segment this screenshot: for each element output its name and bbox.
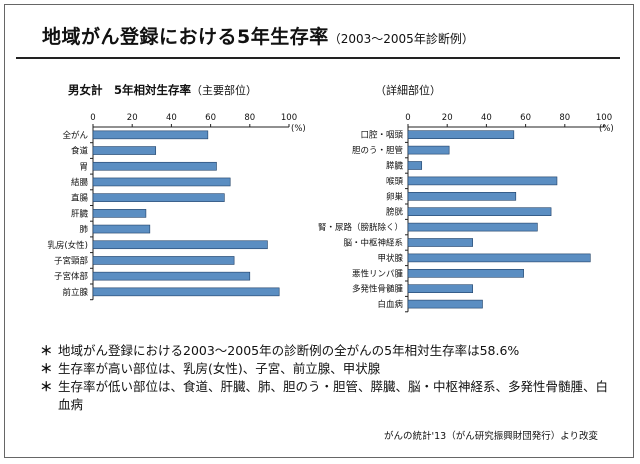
right-tick-label: 0	[405, 113, 410, 123]
right-tick-label: 20	[442, 113, 453, 123]
left-category-label: 結腸	[71, 177, 89, 188]
left-bar	[92, 256, 235, 265]
page-title: 地域がん登録における5年生存率（2003～2005年診断例）	[42, 22, 474, 49]
left-category-label: 肝臓	[71, 208, 89, 219]
right-tick-label: 40	[481, 113, 492, 123]
note-item: ＊ 生存率が低い部位は、食道、肝臓、肺、胆のう・胆管、膵臓、脳・中枢神経系、多発…	[40, 378, 620, 414]
right-tick-label: 60	[520, 113, 531, 123]
right-category-label: 喉頭	[386, 176, 404, 187]
note-item: ＊ 生存率が高い部位は、乳房(女性)、子宮、前立腺、甲状腺	[40, 360, 620, 378]
left-category-label: 前立腺	[62, 287, 88, 298]
left-chart-title-main: 男女計 5年相対生存率	[68, 83, 192, 97]
right-bar	[407, 161, 423, 170]
left-category-label: 乳房(女性)	[47, 240, 88, 251]
left-bar	[92, 271, 251, 281]
note-text: 生存率が低い部位は、食道、肝臓、肺、胆のう・胆管、膵臓、脳・中枢神経系、多発性骨…	[58, 379, 609, 412]
right-category-label: 腎・尿路（膀胱除く）	[318, 222, 403, 233]
left-unit-label: (%)	[291, 124, 306, 134]
slide-frame	[4, 4, 634, 458]
right-category-label: 胆のう・胆管	[352, 145, 403, 156]
page-title-sub: （2003～2005年診断例）	[328, 32, 474, 46]
page-title-main: 地域がん登録における5年生存率	[42, 26, 329, 48]
note-bullet: ＊	[40, 361, 53, 376]
right-unit-label: (%)	[599, 124, 614, 134]
right-bar	[407, 299, 483, 309]
left-bar	[92, 146, 157, 155]
left-bar	[92, 287, 280, 297]
left-bar	[92, 209, 147, 218]
right-bar	[407, 207, 552, 216]
right-category-label: 脳・中枢神経系	[343, 238, 403, 249]
left-chart-title-paren: （主要部位）	[191, 84, 258, 97]
right-bar	[407, 268, 524, 278]
left-tick-label: 100	[281, 113, 297, 123]
left-bar	[92, 193, 225, 202]
right-bar	[407, 176, 558, 186]
notes: ＊ 地域がん登録における2003～2005年の診断例の全がんの5年相対生存率は5…	[40, 342, 620, 414]
left-bar	[92, 161, 217, 171]
right-category-label: 口腔・咽頭	[360, 130, 403, 141]
left-category-label: 肺	[79, 225, 88, 235]
left-bar	[92, 224, 151, 234]
note-text: 地域がん登録における2003～2005年の診断例の全がんの5年相対生存率は58.…	[58, 343, 520, 358]
right-bar	[407, 145, 450, 155]
note-bullet: ＊	[40, 343, 53, 358]
left-bar	[92, 240, 268, 250]
right-bar	[407, 253, 591, 263]
right-bar	[407, 238, 473, 247]
left-category-label: 直腸	[71, 193, 89, 204]
left-chart-title: 男女計 5年相対生存率（主要部位）	[68, 82, 257, 98]
right-tick-label: 80	[559, 113, 570, 123]
left-tick-label: 80	[244, 113, 255, 123]
right-bar	[407, 130, 515, 139]
left-bar	[92, 130, 209, 140]
left-category-label: 子宮体部	[54, 271, 89, 282]
right-category-label: 卵巣	[386, 191, 404, 202]
note-text: 生存率が高い部位は、乳房(女性)、子宮、前立腺、甲状腺	[58, 361, 381, 376]
left-category-label: 食道	[71, 146, 89, 157]
source-credit: がんの統計'13（がん研究振興財団発行）より改変	[384, 431, 599, 442]
left-category-label: 子宮頸部	[54, 255, 89, 266]
right-bar	[407, 192, 517, 201]
right-category-label: 悪性リンパ腫	[352, 268, 404, 279]
right-category-label: 多発性骨髄腫	[352, 284, 404, 295]
left-category-label: 全がん	[62, 130, 88, 141]
left-tick-label: 0	[90, 113, 95, 123]
note-item: ＊ 地域がん登録における2003～2005年の診断例の全がんの5年相対生存率は5…	[40, 342, 620, 360]
right-category-label: 膀胱	[386, 207, 404, 218]
left-tick-label: 20	[127, 113, 138, 123]
left-category-label: 胃	[79, 162, 88, 172]
right-tick-label: 100	[596, 113, 612, 123]
right-category-label: 膵臓	[386, 161, 404, 172]
right-category-label: 甲状腺	[377, 253, 403, 264]
left-tick-label: 40	[166, 113, 177, 123]
note-bullet: ＊	[40, 379, 53, 394]
right-bar	[407, 222, 538, 232]
right-bar	[407, 284, 473, 294]
right-chart-title: （詳細部位）	[375, 84, 441, 97]
title-rule	[16, 57, 620, 59]
left-bar	[92, 177, 231, 187]
left-tick-label: 60	[205, 113, 216, 123]
right-category-label: 白血病	[377, 299, 403, 310]
